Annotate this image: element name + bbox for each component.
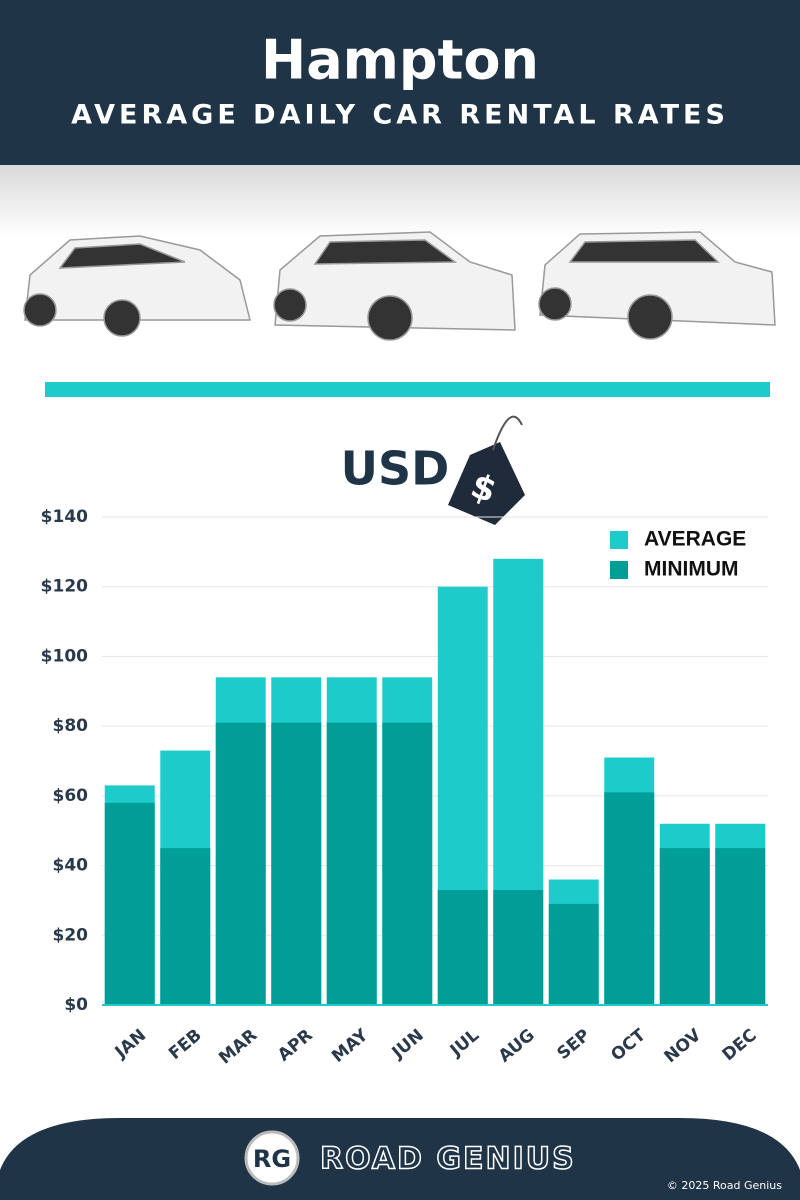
x-tick-label: AUG [495, 1025, 539, 1066]
y-tick-label: $80 [53, 716, 89, 736]
bar [104, 802, 155, 1005]
legend-label: MINIMUM [644, 558, 738, 581]
legend-swatch [610, 531, 628, 549]
x-tick-label: APR [274, 1025, 317, 1065]
legend-swatch [610, 561, 628, 579]
bar [548, 903, 599, 1005]
bar [604, 792, 655, 1005]
y-tick-label: $20 [53, 925, 89, 945]
title: Hampton [261, 29, 539, 92]
y-tick-label: $0 [64, 995, 88, 1015]
x-tick-label: FEB [165, 1025, 206, 1064]
unit-label: USD [341, 442, 450, 496]
x-tick-label: JUN [388, 1025, 428, 1063]
logo: RG [253, 1145, 291, 1173]
x-tick-label: MAY [328, 1025, 373, 1067]
x-tick-label: MAR [215, 1025, 261, 1068]
y-tick-label: $120 [41, 577, 88, 597]
bar [326, 722, 377, 1005]
logo-circle [244, 1130, 300, 1186]
x-tick-label: SEP [553, 1025, 594, 1064]
bar [493, 889, 544, 1005]
y-tick-label: $60 [53, 786, 89, 806]
y-tick-label: $40 [53, 856, 89, 876]
subtitle: AVERAGE DAILY CAR RENTAL RATES [71, 100, 729, 131]
bar [271, 722, 322, 1005]
bar [659, 848, 710, 1005]
header [0, 0, 800, 165]
x-tick-label: NOV [661, 1025, 706, 1067]
bar [715, 848, 766, 1005]
price-tag: $ [448, 415, 525, 525]
bar [160, 848, 211, 1005]
legend-label: AVERAGE [644, 528, 746, 551]
divider [45, 382, 770, 397]
bar [382, 722, 433, 1005]
bar [437, 889, 488, 1005]
cars [23, 231, 776, 341]
x-tick-label: DEC [719, 1025, 761, 1065]
footer [0, 1118, 800, 1200]
y-tick-label: $140 [41, 507, 88, 527]
bar [215, 722, 266, 1005]
x-tick-label: JAN [111, 1025, 150, 1063]
plot: $0 $20 $40 $60 $80 $100 $120 $140 JAN FEB MAR APR MA… [41, 507, 768, 1068]
x-tick-label: OCT [607, 1025, 650, 1065]
x-tick-label: JUL [446, 1025, 483, 1061]
y-tick-label: $100 [41, 646, 88, 666]
copyright: © 2025 Road Genius [667, 1179, 782, 1192]
brand: ROAD GENIUS [320, 1142, 576, 1177]
